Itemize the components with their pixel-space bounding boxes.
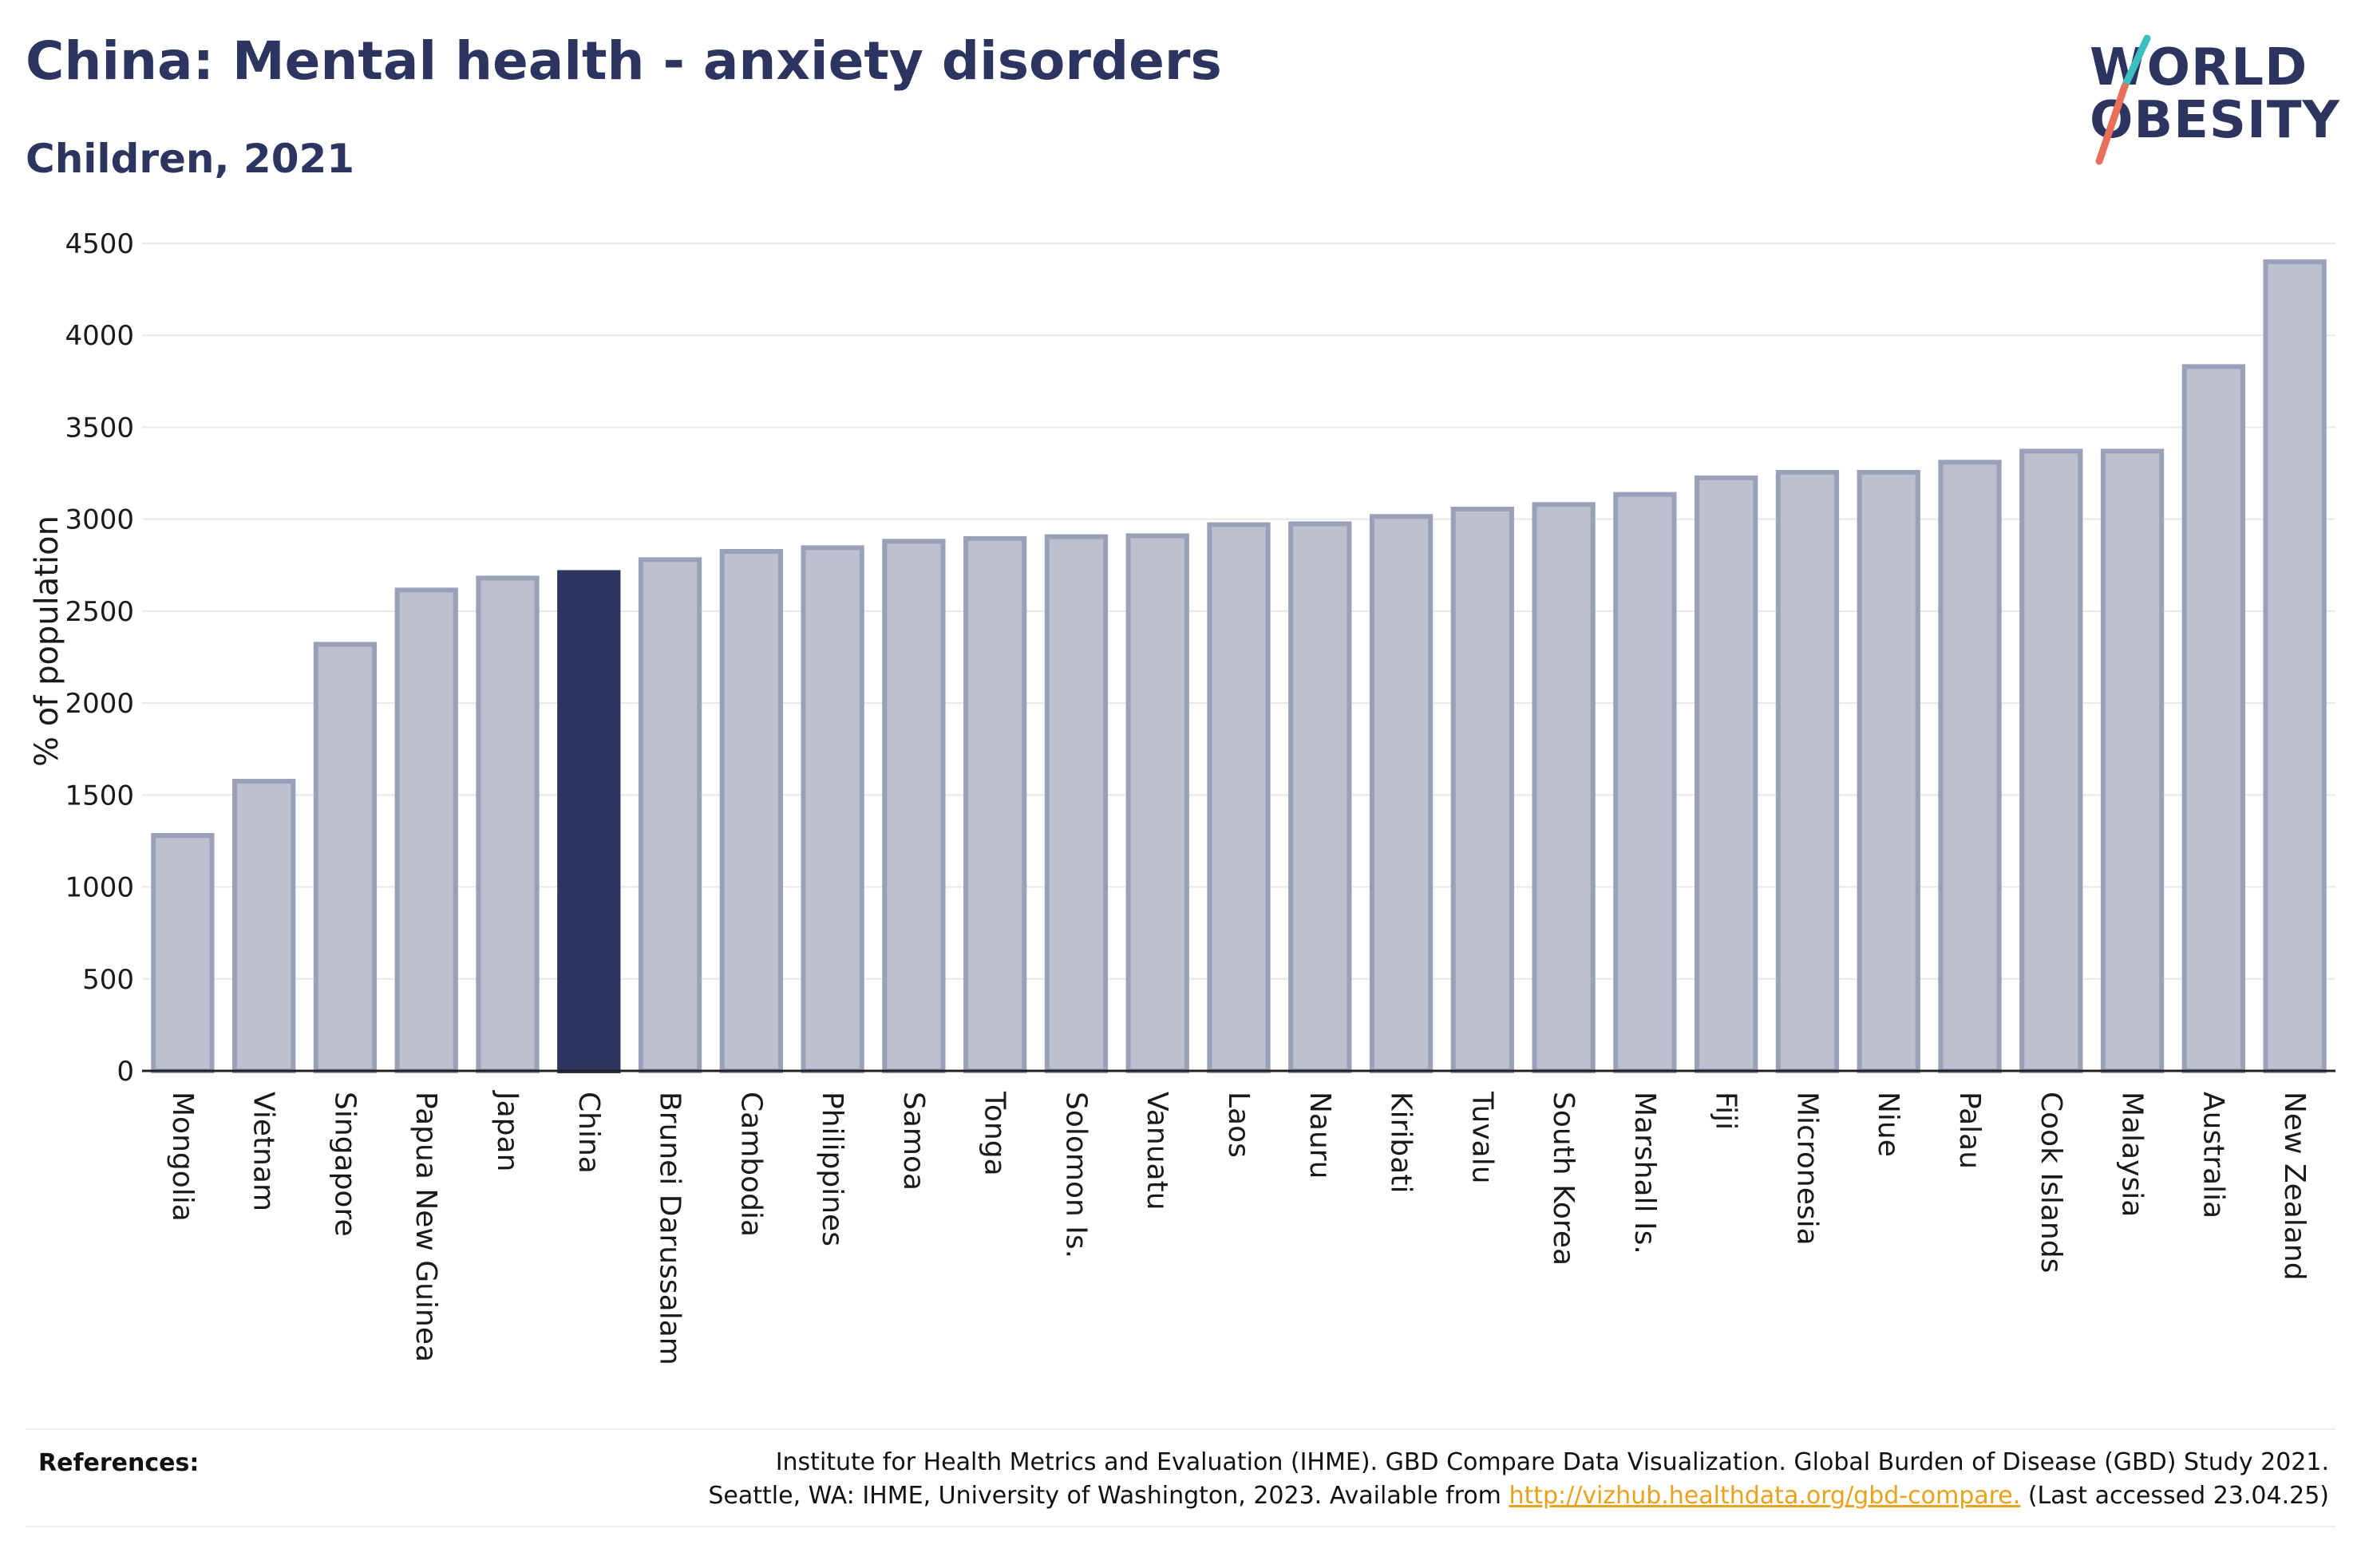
references-section: References: Institute for Health Metrics…: [26, 1428, 2335, 1527]
logo-text-line2: OBESITY: [2090, 91, 2340, 150]
references-line2-suffix: (Last accessed 23.04.25): [2020, 1482, 2329, 1510]
x-tick-label: Niue: [1872, 1092, 1904, 1157]
bar-malaysia: [2100, 448, 2165, 1073]
bar-singapore: [313, 642, 378, 1073]
chart-subtitle: Children, 2021: [26, 136, 355, 182]
bar-new-zealand: [2263, 259, 2327, 1073]
x-tick-label: South Korea: [1547, 1092, 1580, 1266]
bar-brunei-darussalam: [638, 557, 702, 1073]
bar-papua-new-guinea: [394, 587, 458, 1073]
x-tick-label: Marshall Is.: [1628, 1092, 1661, 1254]
bar-nauru: [1288, 521, 1352, 1073]
bar-japan: [476, 575, 540, 1073]
x-tick-label: Fiji: [1710, 1092, 1742, 1130]
x-tick-label: Singapore: [328, 1092, 361, 1237]
x-tick-label: Brunei Darussalam: [654, 1092, 686, 1365]
bar-south-korea: [1532, 502, 1596, 1073]
x-tick-label: Solomon Is.: [1059, 1092, 1092, 1258]
x-tick-label: Nauru: [1303, 1092, 1336, 1179]
references-link[interactable]: http://vizhub.healthdata.org/gbd-compare…: [1509, 1482, 2021, 1510]
bar-kiribati: [1369, 514, 1434, 1073]
x-tick-label: Laos: [1222, 1092, 1255, 1158]
references-line1: Institute for Health Metrics and Evaluat…: [775, 1448, 2329, 1476]
bar-cambodia: [719, 548, 783, 1073]
y-tick-label: 2000: [65, 688, 134, 720]
x-tick-label: Vietnam: [247, 1092, 280, 1211]
y-tick-label: 3500: [65, 412, 134, 444]
x-tick-label: Kiribati: [1385, 1092, 1418, 1193]
references-label: References:: [38, 1449, 200, 1477]
references-line2: Seattle, WA: IHME, University of Washing…: [708, 1479, 2329, 1513]
x-tick-label: Australia: [2197, 1092, 2229, 1218]
bar-australia: [2181, 364, 2245, 1073]
y-tick-label: 500: [82, 964, 134, 996]
bar-solomon-is-: [1044, 534, 1109, 1073]
x-tick-label: Tonga: [979, 1091, 1011, 1176]
y-tick-label: 2500: [65, 596, 134, 628]
x-tick-label: Papua New Guinea: [409, 1092, 442, 1362]
x-tick-label: Samoa: [897, 1092, 930, 1191]
y-tick-label: 1500: [65, 780, 134, 812]
bar-chart: 0 500 1000 1500 2000 2500 3000 3500 4000 4500 Mong…: [29, 228, 2335, 1365]
bar-fiji: [1695, 475, 1758, 1073]
y-tick-label: 1000: [65, 872, 134, 904]
bar-china: [557, 570, 621, 1073]
bar-cook-islands: [2019, 448, 2083, 1073]
x-tick-label: Palau: [1953, 1092, 1986, 1169]
y-axis-label: % of population: [29, 515, 65, 767]
x-tick-label: Cook Islands: [2035, 1092, 2067, 1273]
x-tick-label: Cambodia: [734, 1092, 767, 1237]
bar-laos: [1207, 522, 1271, 1073]
x-tick-label: Micronesia: [1790, 1092, 1823, 1246]
y-tick-label: 0: [117, 1056, 134, 1088]
x-tick-label: Philippines: [816, 1092, 848, 1246]
x-tick-label: Mongolia: [166, 1092, 199, 1222]
bar-niue: [1857, 469, 1920, 1073]
bar-vanuatu: [1125, 533, 1189, 1073]
world-obesity-logo: WORLD OBESITY: [2075, 32, 2347, 176]
bar-mongolia: [151, 833, 215, 1074]
chart-title: China: Mental health - anxiety disorders: [26, 30, 1222, 92]
bar-palau: [1938, 460, 2002, 1073]
bar-philippines: [801, 545, 864, 1073]
x-tick-label: Vanuatu: [1141, 1092, 1173, 1211]
x-tick-label: Malaysia: [2116, 1092, 2149, 1217]
bar-micronesia: [1775, 469, 1840, 1073]
bar-tonga: [963, 535, 1027, 1073]
x-tick-label: Japan: [491, 1090, 524, 1171]
references-text: Institute for Health Metrics and Evaluat…: [708, 1446, 2329, 1513]
references-line2-prefix: Seattle, WA: IHME, University of Washing…: [708, 1482, 1509, 1510]
bar-marshall-is-: [1613, 492, 1677, 1073]
y-tick-label: 3000: [65, 504, 134, 536]
bar-tuvalu: [1450, 506, 1514, 1073]
x-tick-label: China: [572, 1092, 605, 1174]
logo-slash-icon: [2095, 34, 2151, 165]
y-tick-label: 4000: [65, 320, 134, 352]
bar-samoa: [882, 539, 946, 1073]
y-tick-label: 4500: [65, 228, 134, 260]
x-tick-label: New Zealand: [2278, 1092, 2311, 1281]
bar-vietnam: [232, 779, 296, 1073]
x-tick-label: Tuvalu: [1465, 1091, 1498, 1184]
